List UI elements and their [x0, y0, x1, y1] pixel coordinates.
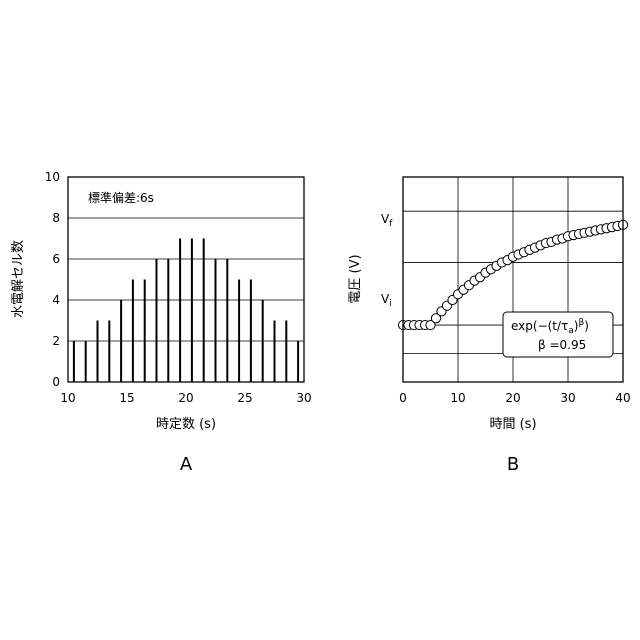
- panel-a-y-tick-label: 8: [52, 211, 60, 225]
- panel-a-y-tick-label: 0: [52, 375, 60, 389]
- panel-b-letter: B: [507, 454, 519, 475]
- panel-a-annotation: 標準偏差:6s: [88, 190, 154, 205]
- panel-a-bars: [74, 239, 298, 383]
- panel-a-y-label: 水電解セル数: [11, 240, 26, 318]
- panel-a-histogram: 10 15 20 25 30 0 2 4 6 8 10 標準偏差:6s 時定数 (s) 水電解セル…: [11, 170, 312, 475]
- panel-a-y-ticks: 0 2 4 6 8 10: [45, 170, 60, 389]
- panel-b-y-label: 電圧 (V): [348, 254, 363, 303]
- panel-b-x-tick-label: 0: [399, 391, 407, 405]
- panel-a-x-tick-label: 10: [60, 391, 75, 405]
- panel-b-x-tick-label: 40: [615, 391, 630, 405]
- panel-b-x-tick-label: 20: [505, 391, 520, 405]
- panel-a-y-tick-label: 4: [52, 293, 60, 307]
- panel-a-x-tick-label: 20: [178, 391, 193, 405]
- panel-a-grid: [68, 218, 304, 341]
- panel-a-x-ticks: 10 15 20 25 30: [60, 391, 311, 405]
- panel-b-x-label: 時間 (s): [489, 417, 536, 432]
- panel-b-annotation-beta: β =0.95: [538, 338, 586, 352]
- panel-a-letter: A: [180, 454, 193, 475]
- panel-b-x-ticks: 0 10 20 30 40: [399, 391, 630, 405]
- panel-b-x-tick-label: 30: [560, 391, 575, 405]
- panel-a-x-tick-label: 15: [119, 391, 134, 405]
- panel-a-y-tick-label: 2: [52, 334, 60, 348]
- panel-a-x-tick-label: 30: [296, 391, 311, 405]
- panel-b-y-level-vi: Vi: [381, 292, 392, 309]
- panel-a-frame: [68, 177, 304, 382]
- panel-b-x-tick-label: 10: [450, 391, 465, 405]
- panel-a-x-tick-label: 25: [237, 391, 252, 405]
- panel-b-voltage-curve: 010203040 Vf Vi exp(−(t/τa)β) β =0.95 時間…: [348, 177, 631, 475]
- panel-b-y-level-vf: Vf: [381, 212, 393, 229]
- panel-a-y-tick-label: 6: [52, 252, 60, 266]
- panel-a-x-label: 時定数 (s): [156, 417, 216, 432]
- panel-a-y-tick-label: 10: [45, 170, 60, 184]
